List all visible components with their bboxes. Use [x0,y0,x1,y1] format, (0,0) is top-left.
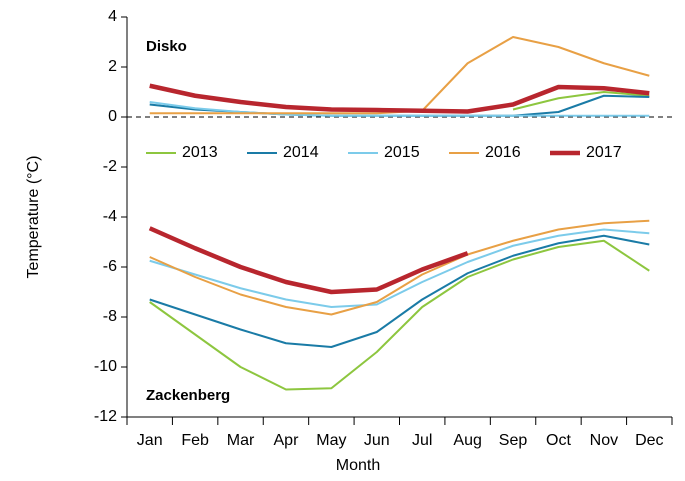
line-series [148,226,469,295]
x-tick-label: Jan [137,432,163,449]
line-series [149,83,650,114]
y-axis-label: Temperature (°C) [25,156,42,279]
legend-label: 2015 [384,144,420,161]
y-tick-label: 4 [108,8,117,25]
annotation: Disko [146,38,187,55]
x-tick-label: Jun [364,432,390,449]
line-series [149,228,650,308]
line-series [149,101,650,117]
y-tick-label: -2 [103,158,117,175]
y-tick-label: -6 [103,258,117,275]
x-tick-label: Jul [412,432,432,449]
x-tick-label: Oct [546,432,571,449]
line-series [149,239,650,391]
annotation: Zackenberg [146,387,230,404]
line-series [149,219,650,316]
y-tick-label: 2 [108,58,117,75]
legend-label: 2016 [485,144,521,161]
x-tick-label: May [316,432,346,449]
y-tick-label: -4 [103,208,117,225]
x-axis-label: Month [336,457,380,474]
y-tick-label: -12 [94,408,117,425]
line-series [149,234,650,348]
x-tick-label: Dec [635,432,663,449]
x-tick-label: Feb [181,432,209,449]
line-series [512,91,650,111]
y-tick-label: -8 [103,308,117,325]
y-tick-label: -10 [94,358,117,375]
legend-label: 2017 [586,144,622,161]
x-tick-label: Nov [590,432,618,449]
x-tick-label: Apr [274,432,300,449]
x-tick-label: Mar [227,432,255,449]
x-tick-label: Aug [453,432,481,449]
legend-label: 2014 [283,144,319,161]
legend-label: 2013 [182,144,218,161]
y-tick-label: 0 [108,108,117,125]
x-tick-label: Sep [499,432,528,449]
